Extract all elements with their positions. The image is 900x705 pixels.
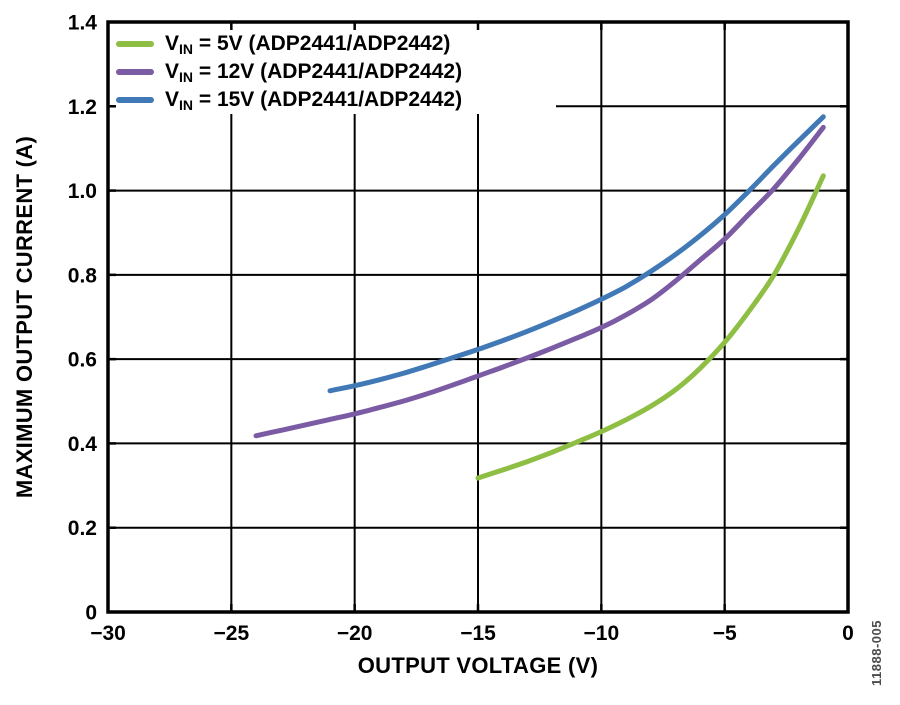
legend-item-vin-12v: VIN = 12V (ADP2441/ADP2442): [116, 58, 462, 86]
legend-label-vin-12v: VIN = 12V (ADP2441/ADP2442): [165, 59, 463, 85]
curve-vin-15v: [327, 114, 826, 394]
x-tick-label: −20: [337, 622, 373, 645]
y-tick-label: 1.2: [68, 96, 97, 119]
legend-swatch-vin-12v: [116, 69, 154, 75]
plot-border: [106, 20, 850, 614]
y-tick-label: 1.0: [68, 180, 97, 203]
y-tick-label: 0.6: [68, 349, 97, 372]
curves: [253, 114, 826, 481]
y-tick-label: 0.8: [68, 264, 98, 287]
legend: VIN = 5V (ADP2441/ADP2442) VIN = 12V (AD…: [116, 30, 462, 114]
y-tick-labels: 0 0.2 0.4 0.6 0.8 1.0 1.2 1.4: [68, 12, 98, 625]
x-tick-label: −25: [214, 622, 250, 645]
legend-item-vin-15v: VIN = 15V (ADP2441/ADP2442): [116, 86, 462, 114]
curve-vin-5v: [475, 173, 826, 481]
legend-background: [112, 26, 556, 114]
x-axis-title: OUTPUT VOLTAGE (V): [358, 653, 598, 678]
figure-number: 11888-005: [869, 620, 884, 686]
legend-item-vin-5v: VIN = 5V (ADP2441/ADP2442): [116, 30, 462, 58]
x-tick-label: −15: [460, 622, 496, 645]
curve-vin-12v: [253, 124, 826, 439]
y-tick-label: 0.2: [68, 517, 97, 540]
legend-label-vin-15v: VIN = 15V (ADP2441/ADP2442): [165, 87, 463, 113]
y-tick-label: 0.4: [68, 433, 98, 456]
x-tick-labels: −30 −25 −20 −15 −10 −5 0: [90, 622, 854, 645]
y-axis-title: MAXIMUM OUTPUT CURRENT (A): [12, 136, 37, 498]
legend-swatch-vin-5v: [116, 41, 154, 47]
legend-swatch-vin-15v: [116, 97, 154, 103]
x-tick-label: −10: [584, 622, 620, 645]
x-tick-label: −5: [713, 622, 737, 645]
legend-label-vin-5v: VIN = 5V (ADP2441/ADP2442): [165, 31, 451, 57]
x-tick-label: −30: [90, 622, 126, 645]
y-tick-label: 1.4: [68, 12, 98, 35]
y-tick-label: 0: [85, 602, 97, 625]
x-tick-label: 0: [842, 622, 854, 645]
